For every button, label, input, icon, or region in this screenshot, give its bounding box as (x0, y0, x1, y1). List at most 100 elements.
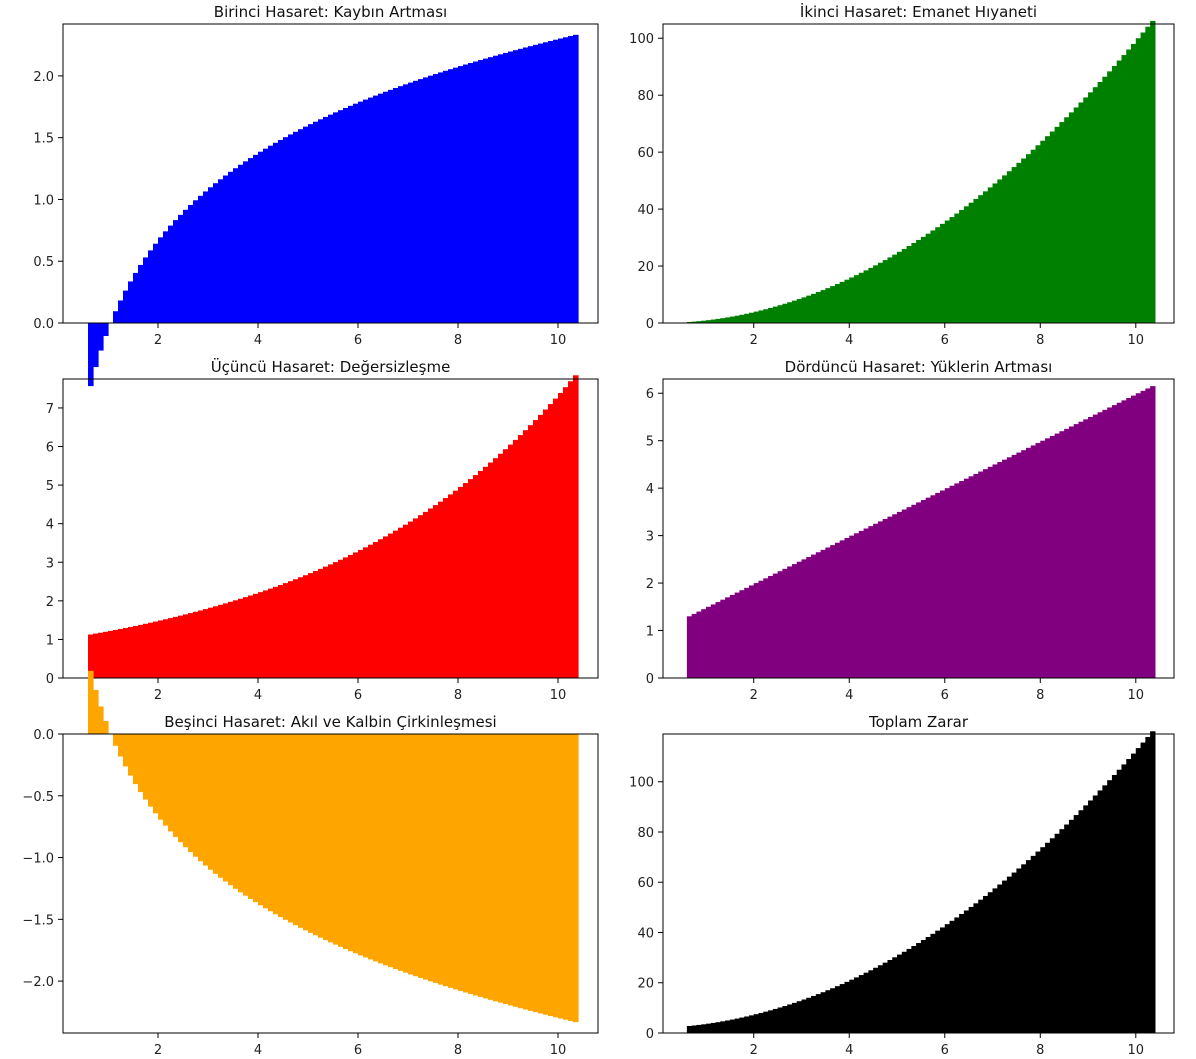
bar (825, 288, 831, 323)
bar (338, 110, 344, 324)
bar (1011, 454, 1018, 678)
bar (498, 54, 504, 324)
bar (463, 483, 469, 678)
bar (123, 734, 129, 767)
bar (288, 134, 294, 323)
bar (1092, 87, 1099, 323)
bar (528, 734, 534, 1011)
bar (939, 490, 946, 678)
bar (188, 204, 194, 323)
bar (877, 965, 884, 1033)
y-tick-label: −1.0 (22, 852, 54, 867)
bar (113, 311, 119, 323)
x-tick-label: 2 (154, 688, 162, 703)
bar (768, 307, 774, 323)
chart-title: Dördüncü Hasaret: Yüklerin Artması (785, 358, 1053, 376)
bar (508, 51, 514, 324)
bar (263, 148, 269, 323)
x-tick-label: 6 (941, 333, 949, 348)
y-tick-label: 6 (646, 387, 654, 402)
bar (925, 233, 932, 323)
bar (203, 609, 209, 678)
bar (168, 225, 174, 323)
y-tick-label: 3 (46, 556, 54, 571)
bar (806, 295, 812, 323)
bar (1145, 388, 1151, 678)
bar (849, 979, 855, 1033)
bar (473, 61, 479, 323)
bar (825, 547, 831, 678)
bar (1135, 748, 1142, 1033)
y-tick-label: 60 (637, 146, 654, 161)
bar (1121, 764, 1127, 1033)
bar (168, 618, 174, 678)
bar (508, 444, 514, 678)
bar (892, 254, 898, 323)
bar (973, 198, 979, 323)
bar (273, 734, 279, 915)
y-tick-label: 0.0 (33, 317, 54, 332)
bar (453, 67, 459, 323)
bar (478, 734, 484, 997)
bar (303, 126, 309, 323)
bar (982, 469, 989, 678)
bar (811, 554, 817, 678)
y-tick-label: 80 (637, 89, 654, 104)
x-tick-label: 10 (550, 688, 567, 703)
bar (925, 497, 932, 678)
bar (238, 734, 244, 893)
bars (88, 375, 579, 678)
bar (911, 946, 917, 1033)
bar (1107, 71, 1113, 323)
bar (213, 734, 219, 874)
bar (782, 1006, 788, 1033)
bar (935, 227, 941, 323)
bar (701, 609, 707, 678)
bar (138, 624, 144, 678)
bar (193, 734, 199, 857)
x-tick-label: 8 (454, 333, 462, 348)
bar (1054, 433, 1060, 678)
bar (178, 734, 184, 843)
bar (987, 892, 994, 1033)
bar (463, 64, 469, 323)
bar (128, 626, 134, 678)
bar (553, 734, 559, 1018)
bar (248, 158, 254, 323)
bar (710, 1022, 717, 1033)
bar (954, 917, 960, 1033)
bar (705, 606, 712, 678)
bar (920, 236, 927, 323)
bar (729, 1019, 736, 1033)
bar (118, 628, 124, 678)
bar (328, 734, 334, 943)
x-tick-label: 8 (1036, 333, 1044, 348)
bars (88, 34, 579, 387)
bar (1025, 447, 1032, 678)
bar (901, 951, 908, 1033)
bar (428, 508, 434, 678)
bar (686, 321, 693, 323)
bar (503, 449, 509, 678)
bar (1006, 171, 1013, 323)
bar (1126, 397, 1132, 678)
bar (748, 585, 755, 678)
bar (1150, 731, 1156, 1033)
bar (553, 398, 559, 678)
bar (854, 977, 860, 1033)
bar (383, 734, 389, 966)
subplot-3: 2 4 6 8 10 0 1 2 3 4 5 6 7 Üçüncü Hasaret: Değersizle… (46, 357, 599, 703)
bar (228, 601, 234, 678)
bar (533, 44, 539, 324)
y-tick-label: 80 (637, 826, 654, 841)
bar (954, 483, 960, 678)
bar (218, 179, 224, 323)
bar (328, 564, 334, 678)
bar (153, 734, 159, 814)
bar (178, 615, 184, 678)
bar (1121, 55, 1127, 323)
x-tick-label: 2 (154, 1043, 162, 1058)
bar (877, 521, 884, 678)
